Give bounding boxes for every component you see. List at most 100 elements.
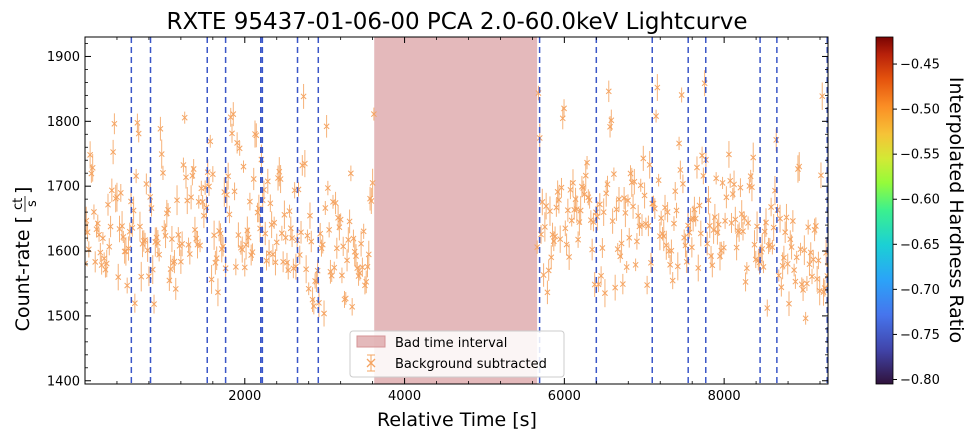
data-point <box>105 193 111 216</box>
data-point <box>167 254 174 284</box>
data-point <box>129 218 136 237</box>
data-point <box>254 202 261 223</box>
point-marker <box>590 219 597 226</box>
point-marker <box>331 264 338 271</box>
data-point <box>363 270 370 294</box>
data-point <box>267 194 274 213</box>
data-point <box>241 258 248 277</box>
data-point <box>190 159 197 179</box>
point-marker <box>154 240 161 247</box>
data-point <box>816 276 823 306</box>
data-point <box>572 187 579 211</box>
data-point <box>584 155 590 170</box>
data-point <box>814 265 821 292</box>
data-point <box>705 185 712 215</box>
data-point <box>172 277 179 300</box>
data-point <box>318 239 325 257</box>
point-marker <box>631 178 638 185</box>
data-point <box>110 139 117 165</box>
data-point <box>577 196 584 225</box>
data-point <box>191 216 198 243</box>
data-point <box>209 166 216 183</box>
data-point <box>143 173 150 195</box>
point-marker <box>658 215 665 222</box>
data-point <box>337 213 344 226</box>
point-marker <box>555 196 562 203</box>
data-point <box>645 215 652 237</box>
point-marker <box>305 285 312 292</box>
point-marker <box>682 242 689 249</box>
data-point <box>321 300 327 327</box>
data-point <box>541 212 548 242</box>
point-marker <box>266 250 273 257</box>
point-marker <box>328 272 335 279</box>
point-marker <box>346 218 353 225</box>
data-point <box>563 233 570 256</box>
data-point <box>85 223 91 242</box>
data-point <box>769 239 776 255</box>
data-point <box>117 184 124 202</box>
point-marker <box>220 243 227 250</box>
data-point <box>319 235 326 254</box>
data-point <box>349 298 356 316</box>
point-marker <box>286 208 293 215</box>
point-marker <box>810 256 817 263</box>
data-point <box>667 255 674 275</box>
data-point <box>120 230 127 243</box>
data-point <box>544 280 551 305</box>
data-point <box>166 270 173 291</box>
data-point <box>824 262 828 290</box>
data-point <box>608 109 615 132</box>
point-marker <box>788 244 795 250</box>
data-point <box>356 265 363 281</box>
data-point <box>301 150 308 178</box>
point-marker <box>167 266 174 272</box>
point-marker <box>147 193 154 200</box>
data-point <box>725 141 732 168</box>
data-point <box>253 123 260 148</box>
data-point <box>115 263 122 291</box>
data-point <box>369 168 376 198</box>
point-marker <box>239 246 246 253</box>
point-marker <box>732 216 739 223</box>
point-marker <box>326 226 333 233</box>
data-point <box>220 236 227 257</box>
point-marker <box>582 172 589 179</box>
point-marker <box>209 171 216 178</box>
data-point <box>94 214 101 233</box>
point-marker <box>713 175 720 182</box>
data-point <box>303 255 310 284</box>
data-point <box>738 200 745 228</box>
data-point <box>174 185 180 216</box>
data-point <box>203 195 210 220</box>
data-point <box>582 161 589 190</box>
data-point <box>780 245 787 270</box>
point-marker <box>131 300 138 307</box>
point-marker <box>814 275 821 282</box>
data-point <box>795 155 801 183</box>
data-point <box>555 186 562 214</box>
colorbar <box>875 36 894 385</box>
data-point <box>618 229 625 258</box>
data-point <box>365 240 372 269</box>
data-point <box>733 234 740 261</box>
point-marker <box>558 184 565 191</box>
data-point <box>548 245 555 270</box>
point-marker <box>824 273 828 279</box>
data-point <box>135 124 142 143</box>
data-point <box>175 227 182 243</box>
data-point <box>566 243 573 270</box>
data-point <box>589 238 596 261</box>
data-point <box>768 197 775 217</box>
point-marker <box>610 171 617 178</box>
data-point <box>106 238 113 256</box>
point-marker <box>300 93 307 100</box>
point-marker <box>673 207 680 214</box>
data-point <box>793 250 800 264</box>
data-point <box>217 223 224 244</box>
point-marker <box>356 270 363 277</box>
data-point <box>586 191 593 209</box>
data-point <box>296 245 303 265</box>
data-point <box>664 201 671 223</box>
point-marker <box>654 84 661 91</box>
